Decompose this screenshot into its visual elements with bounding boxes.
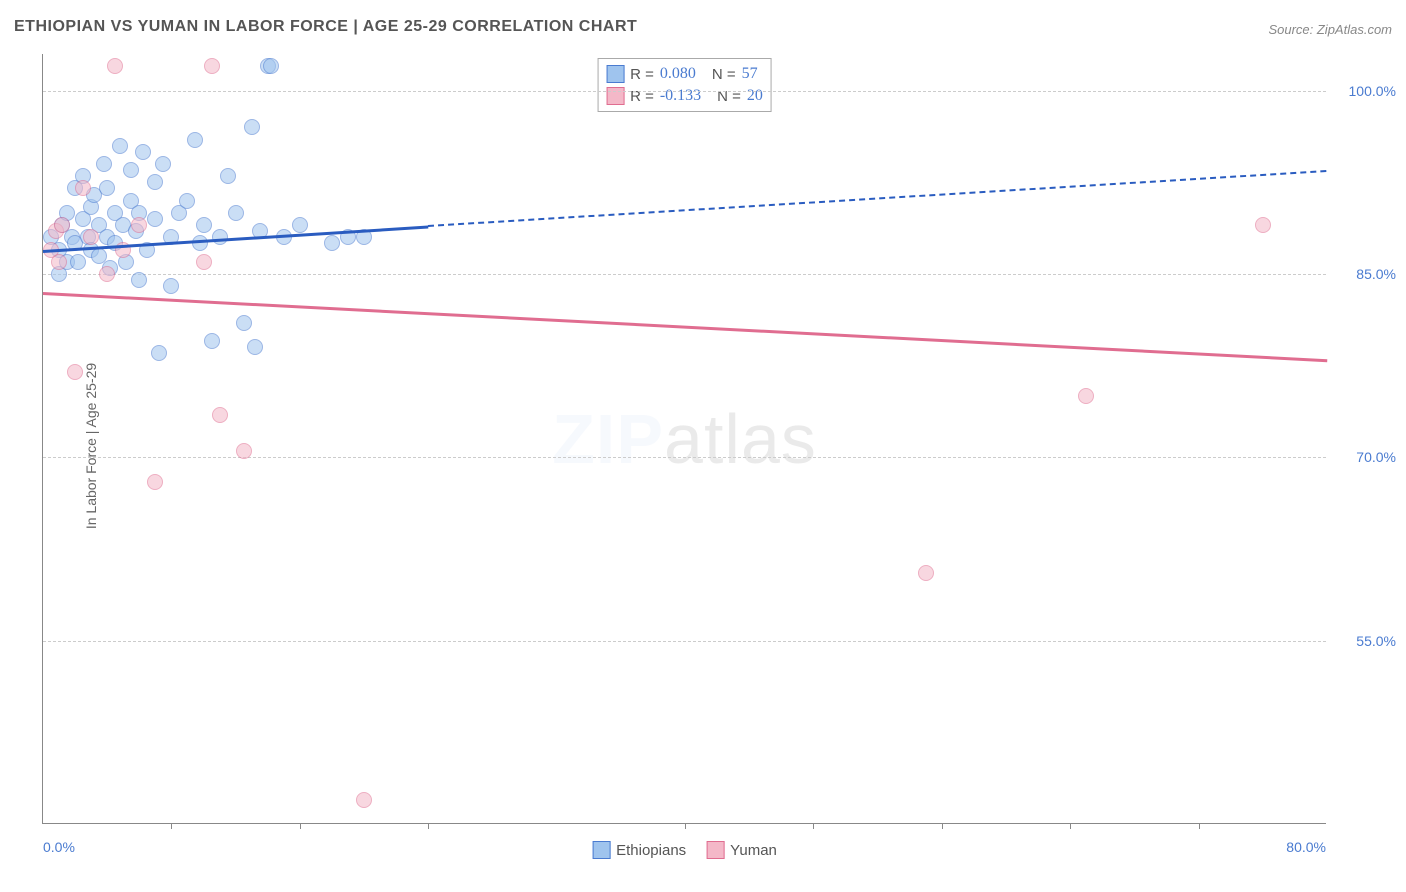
source-label: Source: ZipAtlas.com — [1268, 22, 1392, 37]
scatter-point — [131, 217, 147, 233]
x-tick-mark — [428, 823, 429, 829]
scatter-point — [135, 144, 151, 160]
trendline-dashed — [428, 170, 1327, 227]
x-tick-mark — [685, 823, 686, 829]
scatter-point — [75, 180, 91, 196]
stats-row-1: R = 0.080 N = 57 — [606, 63, 763, 85]
scatter-point — [220, 168, 236, 184]
watermark: ZIPatlas — [552, 399, 817, 479]
scatter-point — [212, 229, 228, 245]
gridline — [43, 641, 1326, 642]
scatter-point — [196, 254, 212, 270]
gridline — [43, 91, 1326, 92]
scatter-point — [196, 217, 212, 233]
scatter-point — [236, 315, 252, 331]
stats-box: R = 0.080 N = 57 R = -0.133 N = 20 — [597, 58, 772, 112]
scatter-point — [247, 339, 263, 355]
scatter-point — [1078, 388, 1094, 404]
legend-label-2: Yuman — [730, 842, 777, 859]
scatter-point — [163, 278, 179, 294]
y-tick-label: 70.0% — [1356, 449, 1396, 465]
scatter-point — [99, 266, 115, 282]
swatch-ethiopians — [606, 65, 624, 83]
legend: Ethiopians Yuman — [592, 841, 777, 859]
scatter-point — [67, 364, 83, 380]
scatter-point — [51, 254, 67, 270]
gridline — [43, 457, 1326, 458]
scatter-point — [147, 211, 163, 227]
n-label-1: N = — [712, 66, 736, 83]
legend-item-1: Ethiopians — [592, 841, 686, 859]
scatter-point — [179, 193, 195, 209]
legend-label-1: Ethiopians — [616, 842, 686, 859]
legend-swatch-ethiopians — [592, 841, 610, 859]
scatter-point — [155, 156, 171, 172]
scatter-point — [54, 217, 70, 233]
scatter-point — [151, 345, 167, 361]
plot-area: ZIPatlas R = 0.080 N = 57 R = -0.133 N =… — [42, 54, 1326, 824]
scatter-point — [356, 792, 372, 808]
x-max-label: 80.0% — [1286, 839, 1326, 855]
scatter-point — [324, 235, 340, 251]
legend-item-2: Yuman — [706, 841, 777, 859]
n-value-1: 57 — [742, 65, 758, 83]
scatter-point — [192, 235, 208, 251]
r-value-1: 0.080 — [660, 65, 696, 83]
watermark-zip: ZIP — [552, 400, 664, 478]
scatter-point — [1255, 217, 1271, 233]
trendline — [43, 292, 1327, 362]
scatter-point — [147, 174, 163, 190]
scatter-point — [123, 162, 139, 178]
scatter-point — [112, 138, 128, 154]
scatter-point — [212, 407, 228, 423]
scatter-point — [263, 58, 279, 74]
r-label-1: R = — [630, 66, 654, 83]
scatter-point — [99, 180, 115, 196]
x-tick-mark — [171, 823, 172, 829]
scatter-point — [187, 132, 203, 148]
gridline — [43, 274, 1326, 275]
x-tick-mark — [813, 823, 814, 829]
stats-row-2: R = -0.133 N = 20 — [606, 85, 763, 107]
scatter-point — [228, 205, 244, 221]
scatter-point — [204, 58, 220, 74]
scatter-point — [96, 156, 112, 172]
x-min-label: 0.0% — [43, 839, 75, 855]
scatter-point — [236, 443, 252, 459]
y-tick-label: 100.0% — [1349, 83, 1396, 99]
scatter-point — [83, 229, 99, 245]
legend-swatch-yuman — [706, 841, 724, 859]
chart-container: ETHIOPIAN VS YUMAN IN LABOR FORCE | AGE … — [0, 0, 1406, 892]
scatter-point — [918, 565, 934, 581]
scatter-point — [147, 474, 163, 490]
scatter-point — [131, 272, 147, 288]
x-tick-mark — [300, 823, 301, 829]
scatter-point — [244, 119, 260, 135]
chart-title: ETHIOPIAN VS YUMAN IN LABOR FORCE | AGE … — [14, 18, 637, 36]
y-tick-label: 85.0% — [1356, 266, 1396, 282]
x-tick-mark — [1070, 823, 1071, 829]
scatter-point — [70, 254, 86, 270]
scatter-point — [204, 333, 220, 349]
x-tick-mark — [1199, 823, 1200, 829]
watermark-atlas: atlas — [664, 400, 817, 478]
x-tick-mark — [942, 823, 943, 829]
scatter-point — [292, 217, 308, 233]
y-tick-label: 55.0% — [1356, 633, 1396, 649]
scatter-point — [107, 58, 123, 74]
